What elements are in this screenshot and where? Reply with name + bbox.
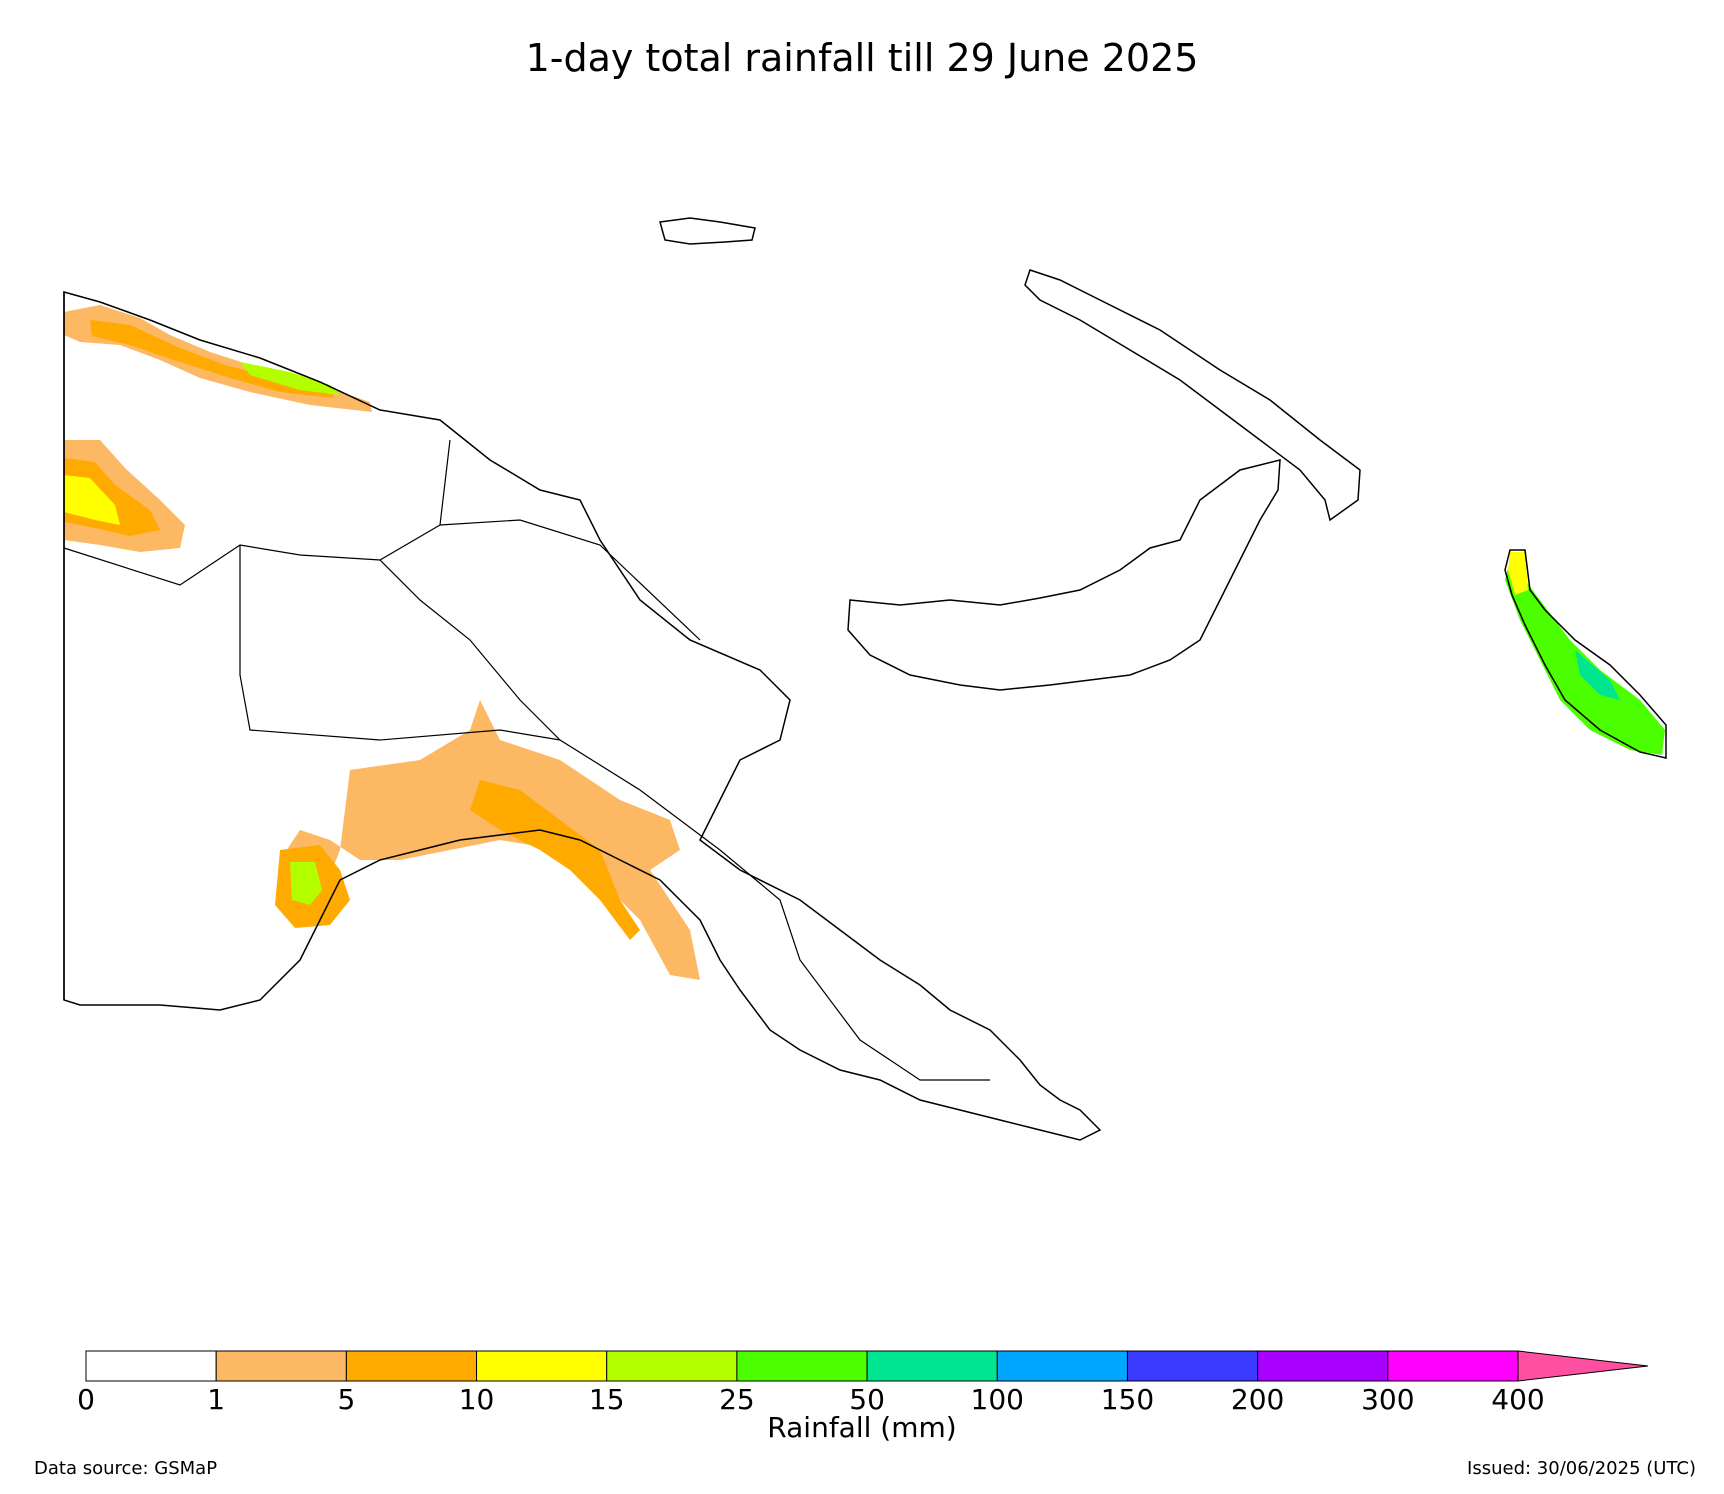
rain-area-fly-delta-wet	[290, 862, 322, 905]
colorbar-tick-label: 1	[207, 1383, 226, 1416]
boundary-4	[439, 519, 701, 641]
coastlines	[63, 217, 1667, 1141]
new-britain-outline	[847, 459, 1281, 691]
boundary-5	[719, 849, 990, 1081]
rain-area-bougainville	[1505, 560, 1665, 755]
colorbar-tick-label: 150	[1100, 1383, 1155, 1416]
colorbar-segment	[476, 1350, 608, 1382]
colorbar-segment	[215, 1350, 347, 1382]
colorbar-segment	[866, 1350, 998, 1382]
map-title: 1-day total rainfall till 29 June 2025	[525, 36, 1199, 80]
rain-area-north-coast-wet	[240, 362, 340, 395]
provincial-boundaries	[63, 439, 990, 1081]
new-ireland-outline	[1024, 269, 1361, 522]
colorbar-segment	[996, 1350, 1128, 1382]
colorbar-extend-arrow	[1517, 1350, 1649, 1382]
colorbar-segment	[1257, 1350, 1389, 1382]
colorbar-tick-label: 200	[1230, 1383, 1285, 1416]
colorbar-tick-label: 10	[458, 1383, 495, 1416]
data-source-note: Data source: GSMaP	[34, 1458, 218, 1479]
rain-area-south-coast	[280, 700, 700, 980]
colorbar-tick-label: 300	[1361, 1383, 1415, 1416]
rain-area-west-highlands-wet	[64, 475, 120, 525]
manus-outline	[659, 217, 756, 245]
rain-area-bougainville-core	[1575, 650, 1620, 700]
colorbar-segment	[606, 1350, 738, 1382]
colorbar-tick-label: 100	[970, 1383, 1024, 1416]
colorbar-tick-label: 400	[1491, 1383, 1545, 1416]
boundary-2	[239, 545, 561, 741]
colorbar-tick-label: 5	[337, 1383, 356, 1416]
colorbar-unit-label: Rainfall (mm)	[767, 1411, 957, 1444]
rain-area-bougainville-north	[1508, 552, 1528, 595]
colorbar-tick-label: 15	[588, 1383, 625, 1416]
issued-date-note: Issued: 30/06/2025 (UTC)	[1467, 1458, 1696, 1479]
colorbar-segment	[1387, 1350, 1519, 1382]
colorbar-tick-label: 0	[77, 1383, 95, 1416]
colorbar-segment	[736, 1350, 868, 1382]
bougainville-outline	[1504, 549, 1667, 759]
rainfall-shading	[64, 305, 1665, 980]
colorbar-segment	[1126, 1350, 1259, 1382]
colorbar-segment	[85, 1350, 217, 1382]
rain-area-south-coast-mid	[470, 780, 640, 940]
colorbar-tick-label: 25	[719, 1383, 755, 1416]
colorbar-segment	[345, 1350, 478, 1382]
mainland-outline	[63, 291, 1102, 1141]
colorbar-tick-label: 50	[849, 1383, 885, 1416]
boundary-3	[379, 559, 721, 851]
